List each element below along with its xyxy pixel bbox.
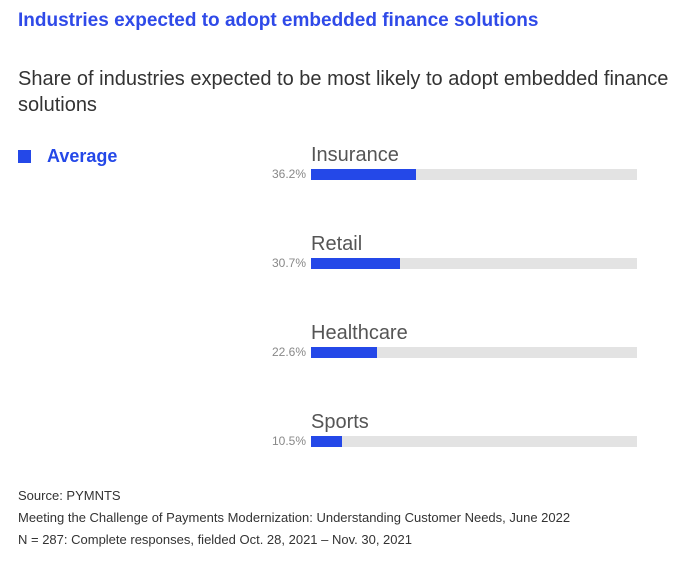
category-label: Retail [311, 233, 363, 255]
value-label: 10.5% [271, 434, 306, 448]
legend-swatch [18, 150, 31, 163]
value-label: 30.7% [271, 256, 306, 270]
sample-note: N = 287: Complete responses, fielded Oct… [18, 532, 412, 547]
bar [311, 258, 401, 269]
bar-track [311, 347, 637, 358]
value-label: 36.2% [271, 167, 306, 181]
report-title: Meeting the Challenge of Payments Modern… [18, 510, 571, 525]
bar-track [311, 436, 637, 447]
legend-label: Average [47, 146, 118, 166]
chart-title: Industries expected to adopt embedded fi… [18, 10, 539, 31]
legend: Average [18, 146, 117, 167]
category-label: Healthcare [311, 322, 408, 344]
bar [311, 169, 417, 180]
value-label: 22.6% [271, 345, 306, 359]
bar [311, 347, 377, 358]
source: Source: PYMNTS [18, 488, 121, 503]
bar-track [311, 169, 637, 180]
category-label: Insurance [311, 144, 399, 166]
category-label: Sports [311, 411, 369, 433]
chart-subtitle: Share of industries expected to be most … [18, 68, 669, 116]
bar-track [311, 258, 637, 269]
bar [311, 436, 342, 447]
